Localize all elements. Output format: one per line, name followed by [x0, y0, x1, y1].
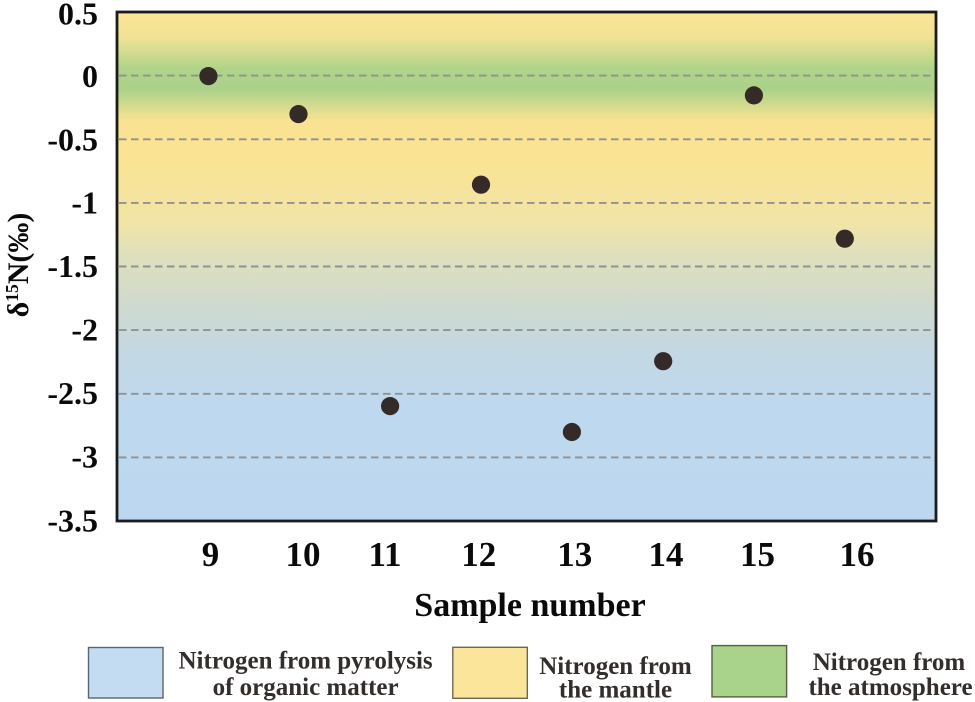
- svg-text:10: 10: [286, 535, 321, 574]
- svg-text:Sample number: Sample number: [414, 587, 645, 624]
- svg-text:Nitrogen from: Nitrogen from: [813, 649, 966, 676]
- svg-text:the mantle: the mantle: [559, 677, 672, 702]
- svg-text:Nitrogen from: Nitrogen from: [539, 653, 692, 680]
- svg-text:11: 11: [368, 535, 401, 574]
- svg-text:-3.5: -3.5: [47, 502, 98, 538]
- svg-text:-1: -1: [71, 185, 98, 221]
- svg-text:of organic matter: of organic matter: [213, 674, 399, 701]
- svg-text:the atmosphere: the atmosphere: [808, 674, 972, 701]
- svg-text:15: 15: [740, 535, 775, 574]
- svg-text:14: 14: [649, 535, 684, 574]
- svg-text:16: 16: [840, 535, 875, 574]
- svg-text:9: 9: [202, 535, 220, 574]
- svg-text:-3: -3: [71, 439, 98, 475]
- svg-text:0: 0: [82, 58, 98, 94]
- svg-text:Nitrogen from pyrolysis: Nitrogen from pyrolysis: [179, 648, 433, 675]
- svg-text:13: 13: [557, 535, 592, 574]
- svg-text:-2: -2: [71, 312, 98, 348]
- svg-text:δ15N(‰): δ15N(‰): [2, 213, 35, 318]
- svg-text:-1.5: -1.5: [47, 248, 98, 284]
- svg-text:-2.5: -2.5: [47, 375, 98, 411]
- svg-text:0.5: 0.5: [58, 0, 98, 32]
- svg-text:12: 12: [461, 535, 496, 574]
- svg-text:-0.5: -0.5: [47, 122, 98, 158]
